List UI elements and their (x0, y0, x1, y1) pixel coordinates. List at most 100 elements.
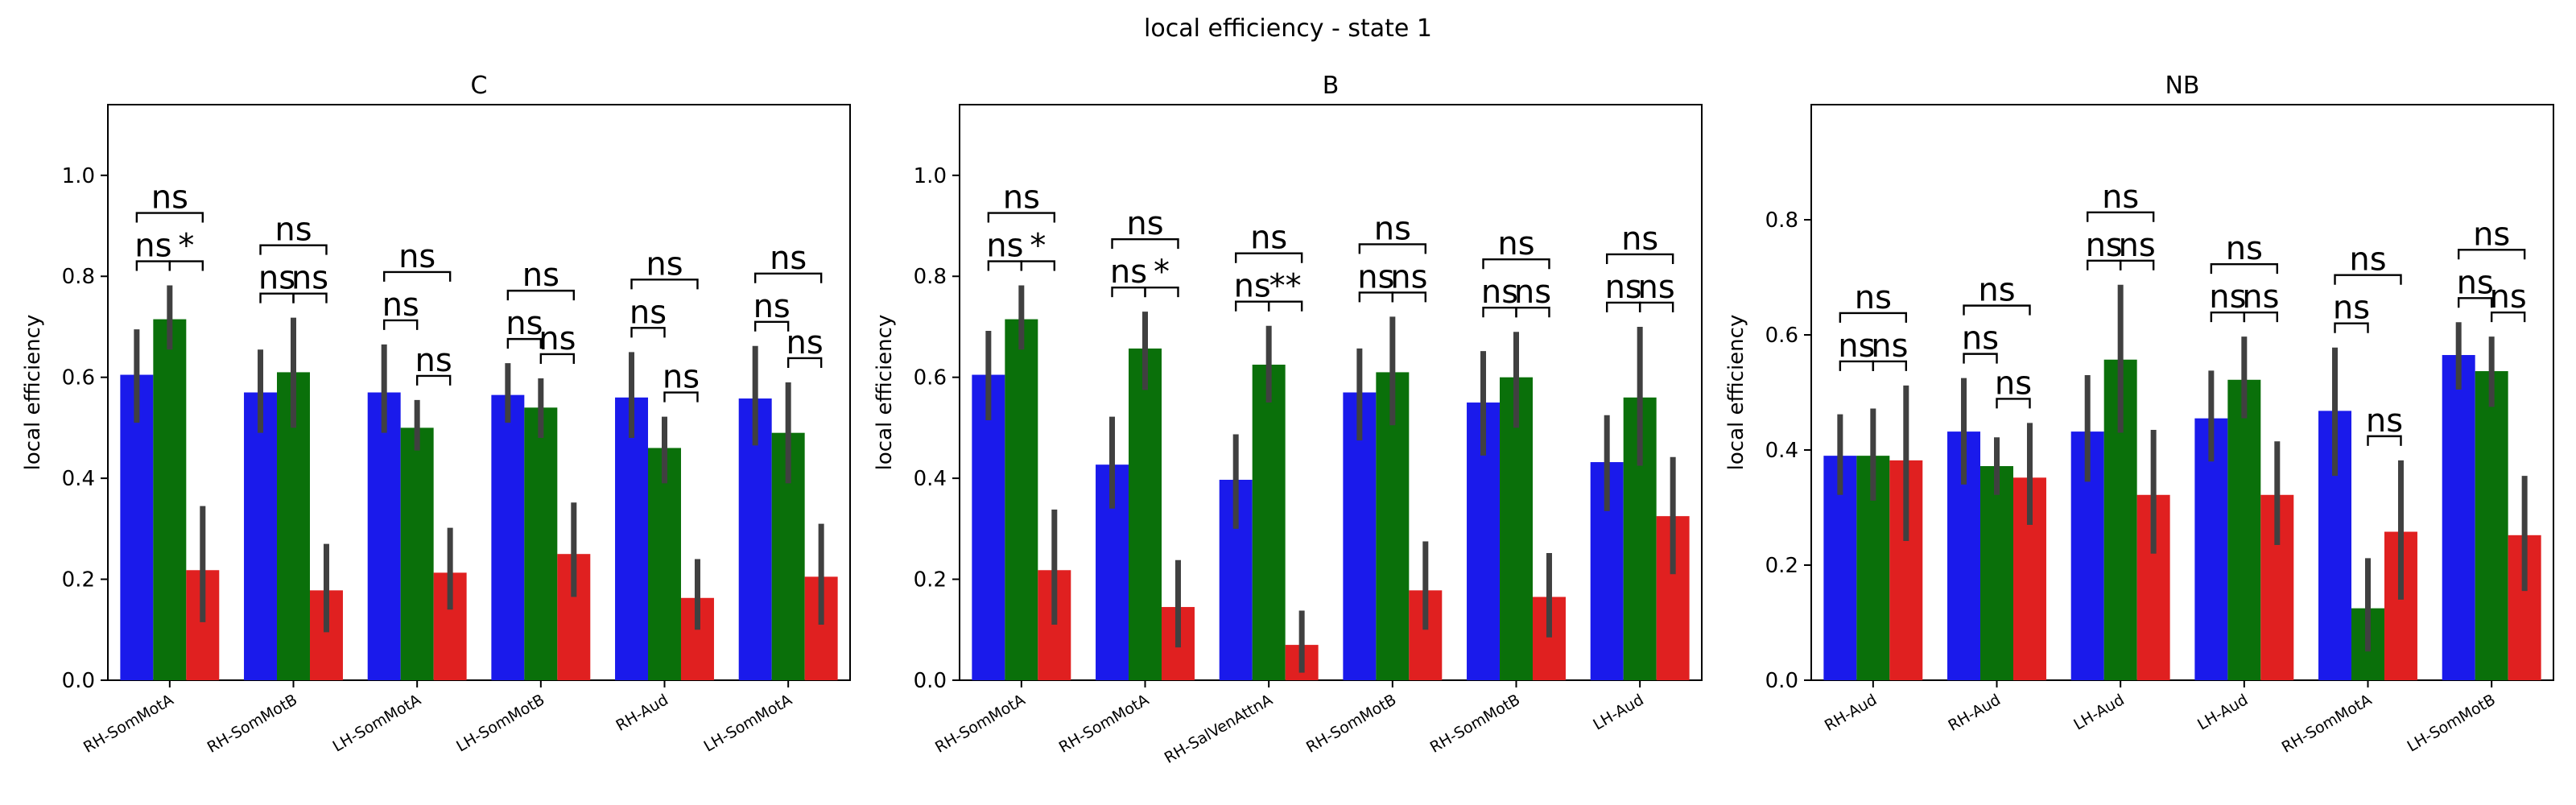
sig-green-red-bracket (1144, 286, 1179, 298)
sig-green-red-label: ns (2242, 279, 2279, 316)
y-axis-label: local efficiency (873, 315, 897, 471)
chart-panel-2: NB local efficiency 0.0 0.2 0.4 0.6 0.8 RH-Aud n… (1724, 72, 2554, 757)
sig-blue-green-bracket (2334, 322, 2369, 333)
sig-green-red-label: ns (2119, 227, 2156, 264)
sig-blue-red-label: ns (1374, 210, 1411, 247)
sig-blue-red-bracket (630, 279, 699, 290)
sig-green-red-label: ** (1269, 268, 1302, 305)
x-tick-label: RH-Aud (613, 691, 671, 735)
sig-green-red-bracket (1020, 260, 1056, 271)
sig-green-red-bracket (1515, 307, 1550, 318)
bar (2227, 379, 2261, 680)
bar (2442, 355, 2475, 680)
sig-green-red-bracket (415, 374, 452, 386)
x-tick-label: LH-Aud (2194, 691, 2251, 733)
x-tick-label: LH-SomMotA (701, 691, 795, 755)
y-tick-label: 1.0 (914, 164, 947, 188)
sig-blue-red-bracket (1234, 252, 1303, 263)
sig-blue-red-bracket (2210, 262, 2279, 275)
y-tick-label: 0.6 (914, 366, 947, 390)
sig-blue-red-bracket (2334, 274, 2402, 285)
sig-blue-red-bracket (753, 272, 823, 283)
sig-green-red-label: ns (2366, 402, 2403, 440)
x-tick-label: RH-SomMotA (1056, 691, 1152, 757)
sig-green-red-label: ns (1638, 269, 1675, 306)
sig-blue-red-bracket (2086, 211, 2155, 222)
sig-blue-red-bracket (1963, 304, 2031, 316)
sig-blue-green-label: ns (2333, 290, 2370, 327)
sig-blue-red-label: ns (275, 212, 312, 249)
sig-green-red-bracket (2367, 435, 2402, 446)
sig-blue-red-bracket (1358, 243, 1427, 254)
sig-green-red-bracket (168, 260, 204, 271)
sig-blue-red-bracket (1482, 258, 1550, 270)
y-tick-label: 0.2 (914, 568, 947, 592)
sig-blue-green-label: ns (1838, 328, 1875, 365)
sig-blue-green-label: ns (753, 288, 791, 325)
sig-blue-red-label: ns (1003, 180, 1040, 217)
bar (2475, 371, 2508, 680)
sig-blue-green-bracket (753, 320, 790, 332)
y-tick-label: 0.4 (914, 467, 947, 491)
sig-blue-red-label: ns (522, 257, 559, 294)
sig-blue-green-label: ns (2457, 264, 2494, 301)
bar (1252, 365, 1286, 680)
sig-green-red-label: ns (1871, 328, 1908, 365)
sig-blue-red-bracket (2457, 249, 2526, 260)
sig-blue-green-label: ns (2209, 279, 2246, 316)
sig-blue-green-label: ns (1605, 269, 1642, 306)
sig-green-red-bracket (1996, 398, 2031, 409)
y-tick-label: 0.8 (1765, 208, 1798, 233)
y-axis-label: local efficiency (21, 315, 45, 471)
sig-blue-red-label: ns (770, 240, 807, 277)
sig-blue-green-label: ns (1110, 254, 1147, 291)
sig-blue-green-bracket (2457, 297, 2493, 308)
y-tick-label: 0.4 (1765, 439, 1798, 463)
sig-blue-red-label: ns (151, 180, 188, 217)
y-tick-label: 0.6 (1765, 324, 1798, 348)
x-tick-label: RH-SomMotB (1427, 691, 1523, 757)
x-tick-label: RH-SomMotA (932, 691, 1028, 757)
sig-blue-red-bracket (1605, 253, 1674, 264)
sig-green-red-label: * (1030, 228, 1046, 265)
y-tick-label: 0.8 (62, 265, 95, 289)
y-tick-label: 0.0 (914, 669, 947, 693)
sig-blue-red-bracket (987, 212, 1056, 223)
sig-green-red-bracket (2119, 259, 2155, 270)
sig-blue-red-label: ns (1126, 205, 1163, 242)
sig-blue-green-label: ns (1234, 268, 1271, 305)
bar (648, 448, 681, 680)
sig-green-red-label: * (178, 228, 194, 265)
sig-green-red-label: ns (539, 320, 576, 357)
y-tick-label: 0.0 (1765, 669, 1798, 693)
sig-blue-red-label: ns (1250, 220, 1287, 257)
sig-green-red-bracket (539, 353, 576, 364)
sig-blue-red-label: ns (2226, 230, 2263, 267)
chart-title: B (1323, 72, 1340, 100)
sig-blue-green-label: ns (134, 228, 171, 265)
sig-green-red-label: ns (786, 324, 824, 361)
bar (2194, 418, 2228, 680)
bar (120, 374, 154, 680)
y-tick-label: 0.6 (62, 366, 95, 390)
sig-green-red-label: ns (1995, 365, 2032, 402)
sig-green-red-label: * (1154, 254, 1170, 291)
sig-green-red-bracket (2243, 311, 2279, 323)
bar (153, 319, 187, 680)
y-tick-label: 0.2 (62, 568, 95, 592)
sig-green-red-bracket (1391, 291, 1427, 303)
sig-blue-green-label: ns (1962, 320, 1999, 357)
sig-blue-green-label: ns (1357, 258, 1394, 295)
x-tick-label: RH-SalVenAttnA (1162, 691, 1276, 767)
x-tick-label: RH-SomMotA (2279, 691, 2375, 757)
bar (524, 407, 558, 680)
sig-blue-green-label: ns (258, 260, 295, 297)
y-axis-label: local efficiency (1724, 315, 1748, 471)
sig-blue-green-label: ns (986, 228, 1023, 265)
sig-blue-green-label: ns (1481, 274, 1518, 311)
sig-green-red-bracket (663, 391, 699, 402)
sig-blue-red-label: ns (646, 246, 683, 283)
bar (1005, 319, 1038, 680)
